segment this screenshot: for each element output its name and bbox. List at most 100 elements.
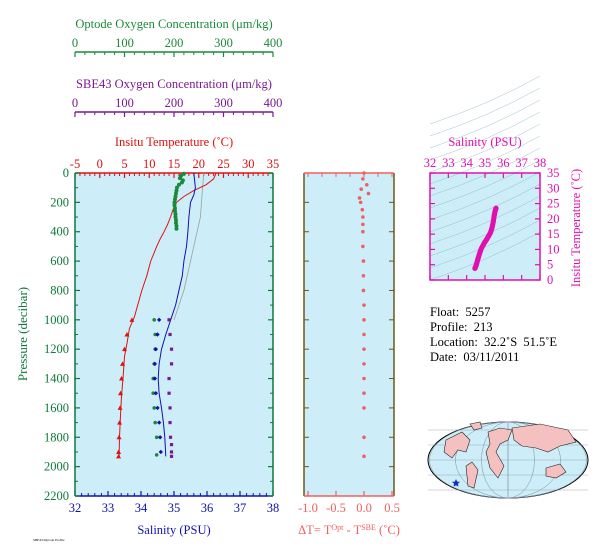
float-location-marker: [452, 479, 460, 487]
optode-point: [173, 191, 178, 196]
optode-point: [174, 226, 179, 231]
ts-right-tick-label: 5: [547, 258, 553, 272]
map-landmass: [469, 421, 483, 431]
sbe43-tick-label: 400: [264, 96, 283, 110]
salinity-point: [152, 376, 158, 381]
optode-point: [173, 220, 178, 225]
salinity-axis-title: Salinity (PSU): [137, 523, 210, 537]
sbe43-point: [169, 347, 174, 351]
pressure-tick-label: 2200: [44, 489, 69, 503]
pressure-tick-label: 800: [50, 283, 69, 297]
temperature-tick-label: -5: [70, 157, 80, 171]
salinity-point: [156, 317, 162, 323]
sbe43-point: [168, 420, 172, 425]
delta-point: [361, 259, 366, 263]
float-info: Float: 5257 Profile: 213 Location: 32.2˚…: [430, 305, 557, 365]
delta-point: [358, 200, 363, 205]
salinity-tick-label: 38: [267, 501, 280, 515]
temperature-tick-label: 25: [217, 157, 230, 171]
reference-line: [173, 172, 205, 320]
delta-title-text: ΔT= T: [298, 523, 332, 537]
pressure-axis-title: Pressure (decibar): [15, 287, 30, 381]
delta-title-superscript: Opt: [331, 523, 344, 532]
delta-axis-title: ΔT= TOpt - TSBE (˚C): [298, 523, 400, 538]
sbe43-tick-label: 200: [165, 96, 184, 110]
optode-tick-label: 100: [115, 36, 134, 50]
optode-point: [174, 188, 179, 193]
ts-right-tick-label: 30: [547, 181, 560, 195]
delta-point: [362, 391, 366, 396]
optode-point: [153, 420, 157, 425]
optode-point: [181, 171, 186, 176]
ts-salinity-title: Salinity (PSU): [448, 135, 521, 149]
date-label: Date: 03/11/2011: [430, 350, 520, 364]
profile-panel: [75, 173, 273, 496]
ts-density-contour: [429, 159, 541, 209]
optode-point: [179, 180, 184, 185]
pressure-tick-label: 400: [50, 225, 69, 239]
sbe43-point: [167, 376, 171, 381]
pressure-tick-label: 1800: [44, 430, 69, 444]
delta-title-text: - T: [343, 523, 361, 537]
pressure-tick-label: 600: [50, 254, 69, 268]
delta-point: [366, 191, 371, 196]
optode-point: [172, 197, 177, 202]
map-landmass: [511, 423, 577, 453]
map-landmass: [545, 463, 567, 479]
salinity-tick-label: 32: [69, 501, 82, 515]
ts-right-tick-label: 35: [547, 166, 560, 180]
delta-tick-label: 0.5: [384, 501, 400, 515]
optode-point: [151, 391, 156, 396]
ts-density-contour: [429, 123, 541, 173]
optode-point: [172, 203, 177, 208]
temperature-point: [117, 420, 123, 425]
ts-density-contour: [429, 147, 541, 197]
delta-point: [361, 177, 365, 181]
optode-point: [153, 332, 157, 337]
ts-density-contour: [429, 87, 541, 137]
optode-point: [173, 215, 178, 220]
ts-top-tick-label: 32: [424, 156, 437, 170]
sbe43-point: [168, 406, 172, 410]
salinity-tick-label: 36: [201, 501, 214, 515]
pressure-tick-label: 2000: [44, 460, 69, 474]
salinity-point: [155, 405, 160, 411]
temperature-tick-label: 35: [267, 157, 280, 171]
delta-tick-label: -0.5: [326, 501, 346, 515]
ts-right-tick-label: 20: [547, 212, 560, 226]
pressure-tick-label: 1000: [44, 313, 69, 327]
optode-point: [152, 406, 156, 410]
temperature-point: [116, 453, 122, 459]
sbe43-point: [169, 362, 174, 366]
delta-point: [361, 222, 365, 227]
delta-tick-label: -1.0: [298, 501, 318, 515]
temperature-tick-label: 5: [121, 157, 127, 171]
ts-density-contour: [429, 135, 541, 185]
pressure-tick-label: 0: [63, 166, 69, 180]
ts-density-contour: [429, 171, 541, 221]
delta-point: [362, 435, 366, 440]
ts-right-tick-label: 0: [547, 273, 553, 287]
temperature-point: [119, 376, 125, 381]
ts-right-tick-label: 25: [547, 197, 560, 211]
delta-point: [365, 182, 369, 187]
delta-point: [362, 347, 366, 351]
map-landmass: [485, 427, 513, 479]
ts-density-contour: [429, 231, 541, 281]
sbe43-point: [167, 318, 171, 322]
delta-point: [359, 187, 364, 191]
temperature-tick-label: 15: [168, 157, 181, 171]
salinity-tick-label: 33: [102, 501, 115, 515]
optode-tick-label: 400: [264, 36, 283, 50]
profile-label: Profile: 213: [430, 320, 493, 334]
salinity-point: [153, 346, 159, 352]
salinity-point: [152, 361, 158, 367]
sbe43-point: [168, 332, 172, 337]
optode-point: [152, 318, 156, 322]
delta-point: [362, 362, 366, 366]
salinity-point: [155, 332, 160, 337]
delta-point: [361, 229, 365, 234]
sbe43-point: [168, 435, 173, 439]
temperature-point: [116, 449, 122, 454]
